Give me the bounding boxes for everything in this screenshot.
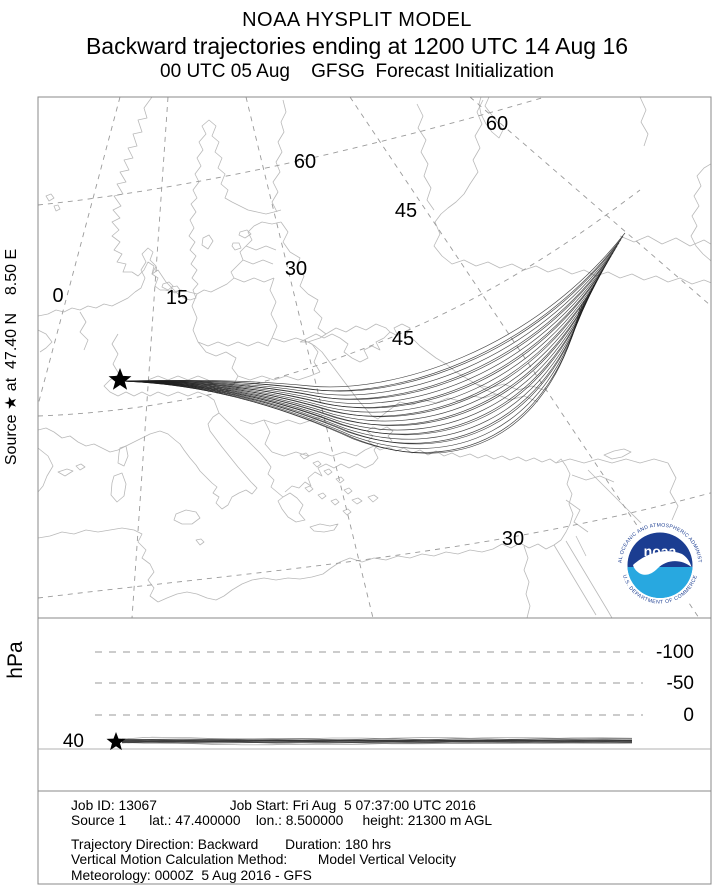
title-block: NOAA HYSPLIT MODEL Backward trajectories… <box>0 7 714 84</box>
footer-line: Source 1 lat.: 47.400000 lon.: 8.500000 … <box>71 813 493 829</box>
graticule-label: 45 <box>392 328 414 350</box>
graticule-label: 30 <box>502 528 524 550</box>
pressure-profile-panel: -100 -50 0 40 <box>38 642 711 752</box>
graticule-label: 0 <box>52 285 63 307</box>
trajectory-lines <box>120 232 626 454</box>
source-star-profile <box>106 732 126 751</box>
footer-line: Job ID: 13067 Job Start: Fri Aug 5 07:37… <box>71 798 476 813</box>
footer-line: Meteorology: 0000Z 5 Aug 2016 - GFS <box>71 867 312 883</box>
profile-tick-label: -50 <box>667 673 694 694</box>
subtitle-initialization: 00 UTC 05 Aug GFSG Forecast Initializati… <box>160 61 554 82</box>
graticule-label: 15 <box>166 287 188 309</box>
profile-tick-label: -100 <box>656 642 694 663</box>
page-title: NOAA HYSPLIT MODEL <box>242 9 472 31</box>
graticule-label: 45 <box>395 200 417 222</box>
graticule-label: 30 <box>285 258 307 280</box>
profile-level-label: 40 <box>63 731 84 752</box>
subtitle-trajectory: Backward trajectories ending at 1200 UTC… <box>85 33 629 59</box>
graticule-label: 60 <box>486 113 508 135</box>
map-coastlines <box>38 97 711 618</box>
profile-y-axis-label: hPa <box>4 641 27 679</box>
graticule-label: 60 <box>294 151 316 173</box>
footer-line <box>71 829 711 837</box>
noaa-logo: NATIONAL OCEANIC AND ATMOSPHERIC ADMINIS… <box>614 519 706 611</box>
footer-line: Vertical Motion Calculation Method: Mode… <box>71 852 456 868</box>
source-star-markers <box>106 368 132 751</box>
profile-tick-label: 0 <box>683 705 694 726</box>
panel-frames <box>37 96 712 885</box>
source-star-map <box>108 368 132 390</box>
noaa-bird-icon <box>633 551 692 575</box>
run-info-footer: Job ID: 13067 Job Start: Fri Aug 5 07:37… <box>38 791 711 884</box>
noaa-wordmark: noaa <box>644 543 677 559</box>
footer-line: Trajectory Direction: Backward Duration:… <box>71 836 392 852</box>
graticule-labels: 0 15 30 45 60 60 45 30 <box>52 113 524 550</box>
map-y-axis-label: Source ★ at 47.40 N 8.50 E <box>3 249 20 465</box>
